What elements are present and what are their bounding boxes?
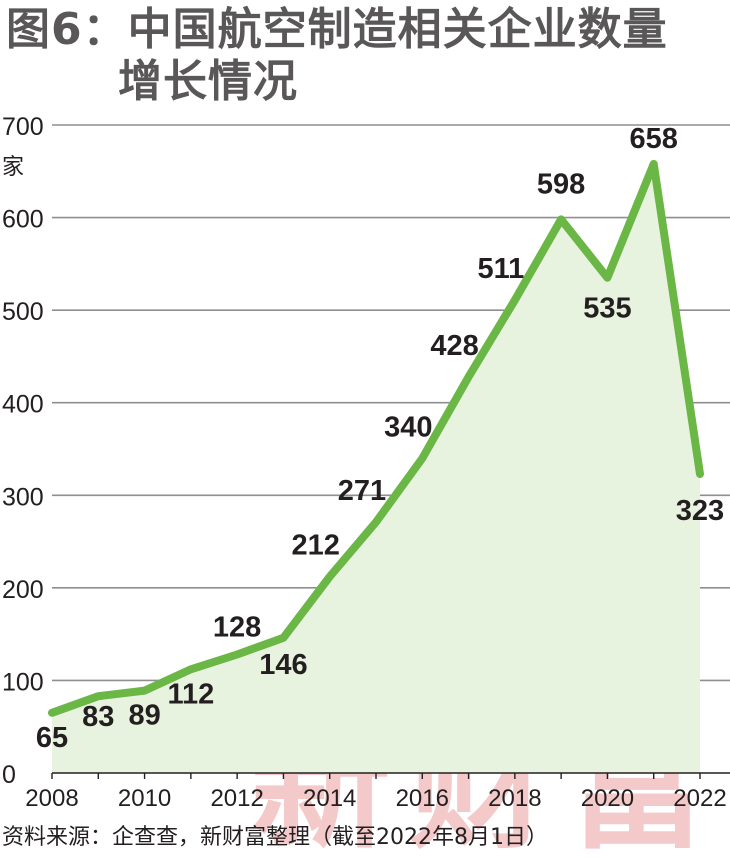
data-label-2017: 428 xyxy=(430,330,478,362)
data-label-2020: 535 xyxy=(583,293,631,325)
data-label-2014: 212 xyxy=(292,530,340,562)
x-tick-label-2014: 2014 xyxy=(303,785,356,812)
data-label-2018: 511 xyxy=(478,253,525,285)
x-tick-label-2010: 2010 xyxy=(118,785,171,812)
y-tick-label-200: 200 xyxy=(2,576,44,604)
data-label-2019: 598 xyxy=(537,168,585,200)
data-label-2021: 658 xyxy=(630,123,678,155)
y-tick-label-500: 500 xyxy=(2,298,44,326)
x-tick-label-2022: 2022 xyxy=(673,785,726,812)
x-tick-label-2018: 2018 xyxy=(488,785,541,812)
axes: 2008 2010 2012 2014 2016 2018 2020 2022 0 100 200 3… xyxy=(2,113,730,812)
y-axis-unit-label: 家 xyxy=(2,155,24,180)
x-tick-label-2008: 2008 xyxy=(25,785,78,812)
source-note: 资料来源：企查查，新财富整理（截至2022年8月1日） xyxy=(2,825,548,850)
data-label-2011: 112 xyxy=(168,678,215,710)
chart-title: 图6：中国航空制造相关企业数量 增长情况 xyxy=(6,4,726,108)
x-tick-label-2016: 2016 xyxy=(396,785,449,812)
x-tick-label-2020: 2020 xyxy=(581,785,634,812)
data-label-2009: 83 xyxy=(82,701,114,733)
y-tick-label-600: 600 xyxy=(2,206,44,234)
x-tick-label-2012: 2012 xyxy=(210,785,263,812)
y-tick-label-0: 0 xyxy=(2,761,16,789)
data-label-2012: 128 xyxy=(213,612,261,644)
y-tick-label-400: 400 xyxy=(2,391,44,419)
series-area xyxy=(52,163,700,773)
data-label-2015: 271 xyxy=(338,475,386,507)
data-label-2016: 340 xyxy=(384,411,432,443)
area-fill xyxy=(52,163,700,773)
y-tick-label-700: 700 xyxy=(2,113,44,141)
y-tick-label-300: 300 xyxy=(2,483,44,511)
data-label-2010: 89 xyxy=(128,700,160,732)
data-label-2013: 146 xyxy=(259,649,307,681)
chart-title-line-2: 增长情况 xyxy=(118,56,298,107)
series-line xyxy=(48,159,704,717)
chart-title-line-1: 图6：中国航空制造相关企业数量 xyxy=(6,4,668,55)
data-label-2022: 323 xyxy=(676,495,724,527)
series-line-path xyxy=(48,159,704,717)
data-label-2008: 65 xyxy=(36,722,68,754)
y-tick-label-100: 100 xyxy=(2,668,44,696)
